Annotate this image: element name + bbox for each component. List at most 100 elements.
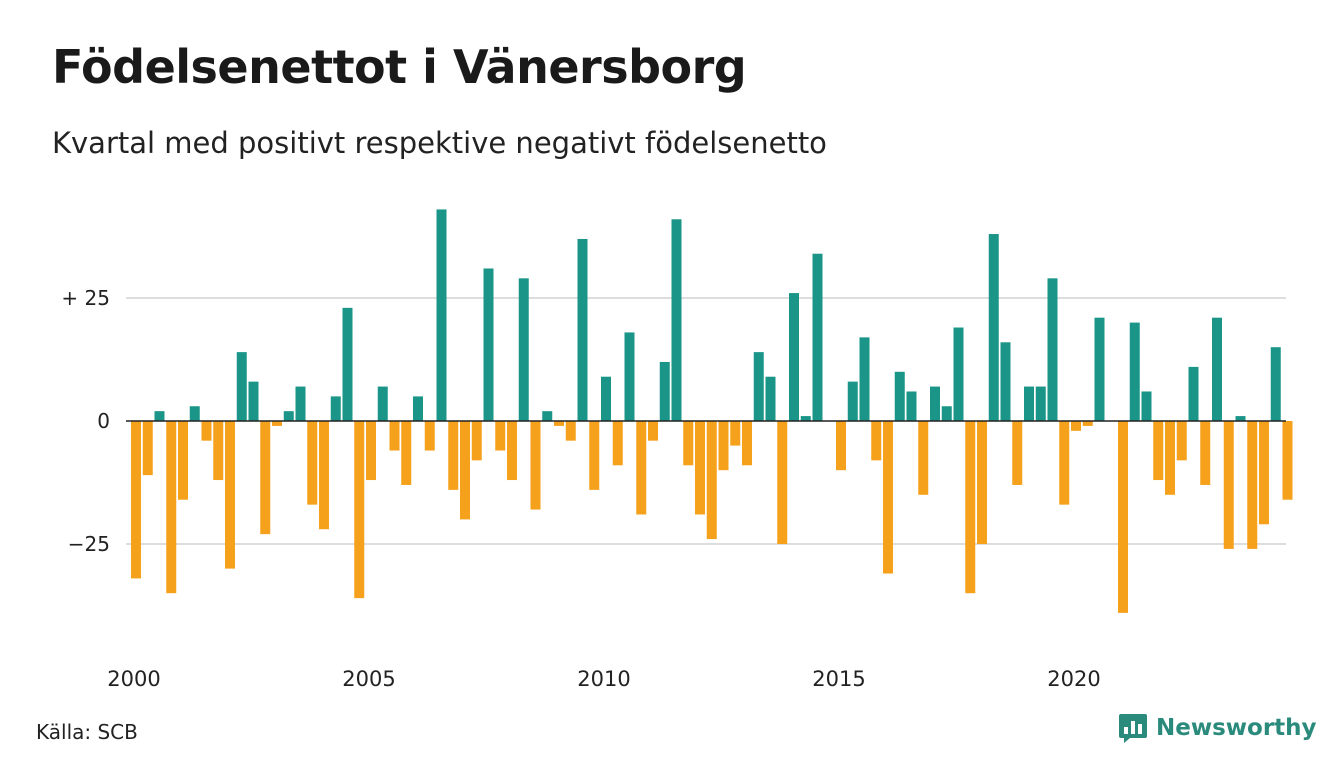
bar-2006-Q4 [448, 421, 459, 490]
bars [131, 209, 1293, 613]
y-tick-label: 0 [97, 409, 110, 433]
bar-2017-Q2 [941, 406, 952, 421]
bar-2003-Q1 [272, 421, 282, 426]
chart-subtitle: Kvartal med positivt respektive negativt… [52, 126, 827, 160]
bar-2000-Q1 [131, 421, 141, 579]
y-tick-label: + 25 [61, 286, 110, 310]
bar-2012-Q2 [706, 421, 717, 540]
bar-2009-Q4 [589, 421, 600, 490]
bar-2004-Q1 [319, 421, 329, 530]
bar-2007-Q3 [483, 268, 494, 421]
bar-2001-Q1 [178, 421, 188, 500]
bar-2011-Q4 [683, 421, 694, 466]
bar-2007-Q4 [495, 421, 506, 451]
bar-2018-Q1 [977, 421, 987, 544]
bar-2024-Q1 [1259, 421, 1269, 525]
gridlines [126, 297, 1286, 545]
bar-2008-Q4 [542, 411, 553, 421]
bar-2021-Q4 [1153, 421, 1164, 481]
bar-2022-Q2 [1176, 421, 1187, 461]
bar-2017-Q4 [965, 421, 976, 594]
bar-2022-Q3 [1188, 366, 1199, 421]
bar-2002-Q1 [225, 421, 235, 569]
bar-chart-badge-icon [1119, 714, 1147, 743]
bar-2005-Q2 [377, 386, 388, 421]
bar-2017-Q1 [930, 386, 940, 421]
bar-2003-Q4 [307, 421, 318, 505]
bar-2009-Q1 [554, 421, 564, 426]
bar-2016-Q2 [894, 371, 905, 421]
bar-2014-Q2 [800, 416, 811, 421]
bar-2001-Q4 [213, 421, 224, 481]
x-tick-label: 2015 [812, 667, 865, 691]
x-tick-label: 2010 [577, 667, 630, 691]
bar-2023-Q3 [1235, 416, 1246, 421]
bar-2018-Q3 [1000, 342, 1011, 421]
bar-2023-Q2 [1223, 421, 1234, 549]
bar-2009-Q2 [565, 421, 576, 441]
bar-2015-Q4 [871, 421, 882, 461]
bar-2019-Q3 [1047, 278, 1058, 421]
bar-2003-Q2 [283, 411, 294, 421]
bar-2004-Q4 [354, 421, 365, 599]
bar-2016-Q4 [918, 421, 929, 495]
bar-2004-Q2 [330, 396, 341, 421]
bar-2006-Q1 [413, 396, 423, 421]
bar-2019-Q4 [1059, 421, 1070, 505]
bar-2012-Q3 [718, 421, 729, 471]
bar-2019-Q1 [1024, 386, 1034, 421]
bar-2019-Q2 [1035, 386, 1046, 421]
bar-2008-Q2 [518, 278, 529, 421]
bar-2023-Q1 [1212, 317, 1222, 421]
brand-name: Newsworthy [1156, 715, 1317, 741]
bar-2008-Q3 [530, 421, 541, 510]
bar-2021-Q1 [1118, 421, 1128, 613]
bar-2020-Q1 [1071, 421, 1081, 431]
bar-2024-Q2 [1270, 347, 1281, 421]
source-note: Källa: SCB [36, 720, 138, 744]
bar-2000-Q2 [142, 421, 153, 476]
brand-logo[interactable]: Newsworthy [1118, 712, 1317, 744]
bar-2024-Q3 [1282, 421, 1293, 500]
bar-2022-Q4 [1200, 421, 1211, 485]
bar-chart: + 25 0 −25 2000 2005 2010 2015 2020 [61, 209, 1293, 691]
bar-2018-Q4 [1012, 421, 1023, 485]
bar-2016-Q1 [883, 421, 893, 574]
chart-title: Födelsenettot i Vänersborg [52, 40, 747, 94]
y-tick-label: −25 [68, 532, 110, 556]
axes: + 25 0 −25 2000 2005 2010 2015 2020 [61, 286, 1286, 691]
bar-2021-Q3 [1141, 391, 1152, 421]
bar-2010-Q4 [636, 421, 647, 515]
bar-2006-Q3 [436, 209, 447, 421]
bar-2012-Q1 [695, 421, 705, 515]
bar-2002-Q4 [260, 421, 271, 535]
bar-2000-Q4 [166, 421, 177, 594]
bar-2003-Q3 [295, 386, 306, 421]
bar-2023-Q4 [1247, 421, 1258, 549]
bar-2014-Q3 [812, 253, 823, 421]
bar-2021-Q2 [1129, 322, 1140, 421]
bar-2018-Q2 [988, 234, 999, 421]
bar-2011-Q1 [648, 421, 658, 441]
bar-2015-Q2 [847, 381, 858, 421]
bar-2004-Q3 [342, 307, 353, 421]
bar-2015-Q3 [859, 337, 870, 421]
bar-2013-Q2 [753, 352, 764, 421]
bar-2007-Q2 [471, 421, 482, 461]
bar-2020-Q3 [1094, 317, 1105, 421]
bar-2017-Q3 [953, 327, 964, 421]
bar-2011-Q2 [659, 361, 670, 421]
x-tick-label: 2020 [1047, 667, 1100, 691]
bar-2014-Q1 [789, 293, 799, 421]
bar-2001-Q2 [189, 406, 200, 421]
bar-2015-Q1 [836, 421, 846, 471]
bar-2016-Q3 [906, 391, 917, 421]
bar-2013-Q3 [765, 376, 776, 421]
bar-2009-Q3 [577, 238, 588, 421]
bar-2005-Q4 [401, 421, 412, 485]
bar-2002-Q2 [236, 352, 247, 421]
bar-2000-Q3 [154, 411, 165, 421]
bar-2022-Q1 [1165, 421, 1175, 495]
bar-2006-Q2 [424, 421, 435, 451]
bar-2010-Q1 [601, 376, 611, 421]
